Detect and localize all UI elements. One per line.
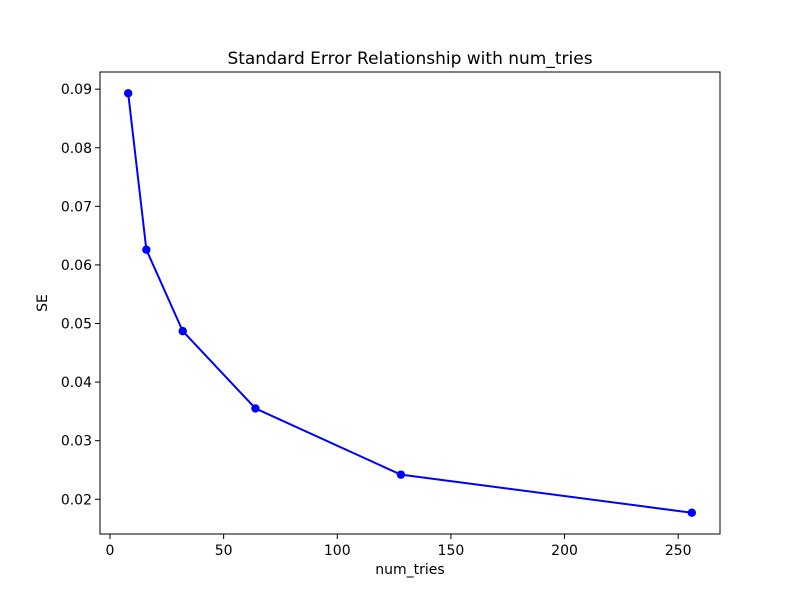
- y-tick-label: 0.05: [61, 317, 92, 333]
- data-point: [251, 404, 260, 413]
- x-tick-label: 250: [665, 543, 692, 559]
- x-tick-label: 100: [324, 543, 351, 559]
- y-tick-label: 0.08: [61, 141, 92, 157]
- x-tick-label: 50: [215, 543, 233, 559]
- chart-title: Standard Error Relationship with num_tri…: [227, 49, 592, 69]
- y-tick-label: 0.04: [61, 375, 92, 391]
- ticks-layer: 0 50 100 150 200 250 0.02 0.03 0.04 0.05 0.06 0.07 0…: [61, 82, 692, 559]
- data-point: [123, 89, 133, 98]
- y-axis-label: SE: [35, 294, 51, 312]
- y-tick-label: 0.02: [61, 492, 92, 508]
- x-tick-label: 150: [438, 543, 465, 559]
- y-tick-label: 0.03: [61, 434, 92, 450]
- x-tick-label: 0: [106, 543, 115, 559]
- y-tick-label: 0.06: [61, 258, 92, 274]
- plot-area: [99, 71, 721, 535]
- y-tick-label: 0.07: [61, 199, 92, 215]
- data-point: [142, 245, 151, 254]
- x-tick-label: 200: [551, 543, 578, 559]
- data-line: [127, 92, 693, 514]
- data-point: [396, 470, 406, 479]
- series-layer: [123, 89, 697, 517]
- x-axis-label: num_tries: [375, 562, 444, 578]
- data-point: [178, 326, 187, 336]
- y-tick-label: 0.09: [61, 82, 92, 98]
- data-point: [687, 508, 697, 517]
